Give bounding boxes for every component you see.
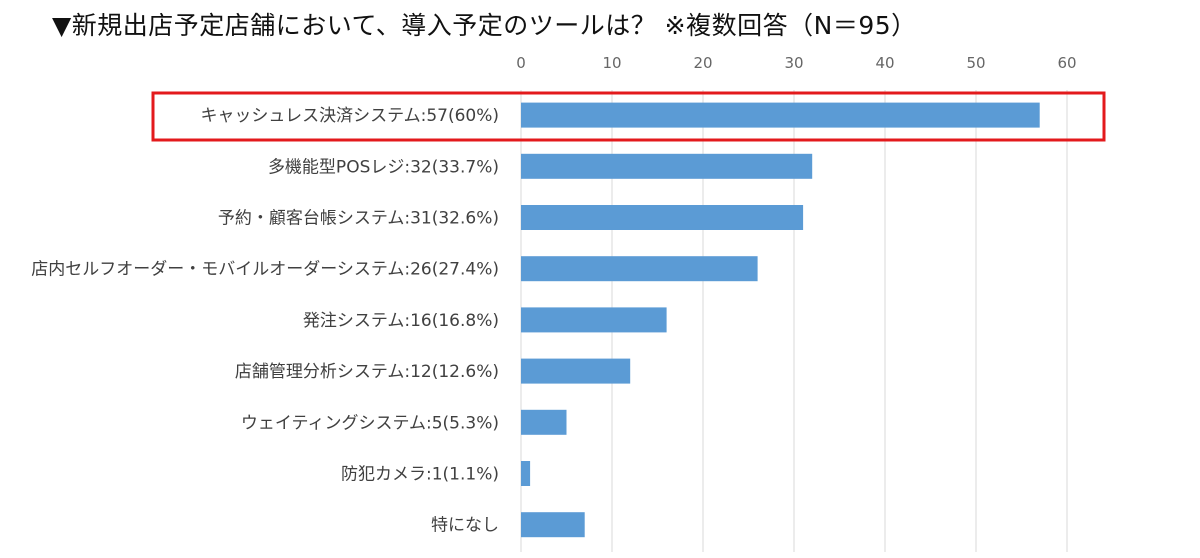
- bar: [521, 307, 667, 333]
- bar: [521, 256, 758, 282]
- bar: [521, 153, 813, 179]
- category-label: 多機能型POSレジ:32(33.7%): [268, 157, 499, 177]
- x-tick-label: 60: [1057, 54, 1076, 72]
- bar: [521, 358, 631, 384]
- category-label: 発注システム:16(16.8%): [303, 311, 499, 331]
- category-label: 特になし: [431, 516, 499, 536]
- x-tick-label: 30: [784, 54, 803, 72]
- category-label: 防犯カメラ:1(1.1%): [341, 465, 499, 485]
- x-tick-label: 10: [602, 54, 621, 72]
- chart-title: ▼新規出店予定店舗において、導入予定のツールは？ ※複数回答（N＝95）: [52, 11, 917, 40]
- bar: [521, 512, 585, 538]
- x-tick-label: 50: [966, 54, 985, 72]
- category-label: 予約・顧客台帳システム:31(32.6%): [218, 209, 499, 229]
- highlight-box: [151, 91, 1106, 142]
- bar: [521, 461, 531, 486]
- bar: [521, 205, 804, 230]
- category-label: ウェイティングシステム:5(5.3%): [241, 413, 499, 433]
- category-label: 店舗管理分析システム:12(12.6%): [235, 362, 499, 382]
- x-tick-label: 40: [875, 54, 894, 72]
- x-tick-label: 0: [516, 54, 526, 72]
- bar: [521, 102, 1040, 128]
- bar: [521, 409, 567, 435]
- category-label: キャッシュレス決済システム:57(60%): [200, 106, 499, 126]
- category-label: 店内セルフオーダー・モバイルオーダーシステム:26(27.4%): [31, 260, 499, 280]
- x-tick-label: 20: [693, 54, 712, 72]
